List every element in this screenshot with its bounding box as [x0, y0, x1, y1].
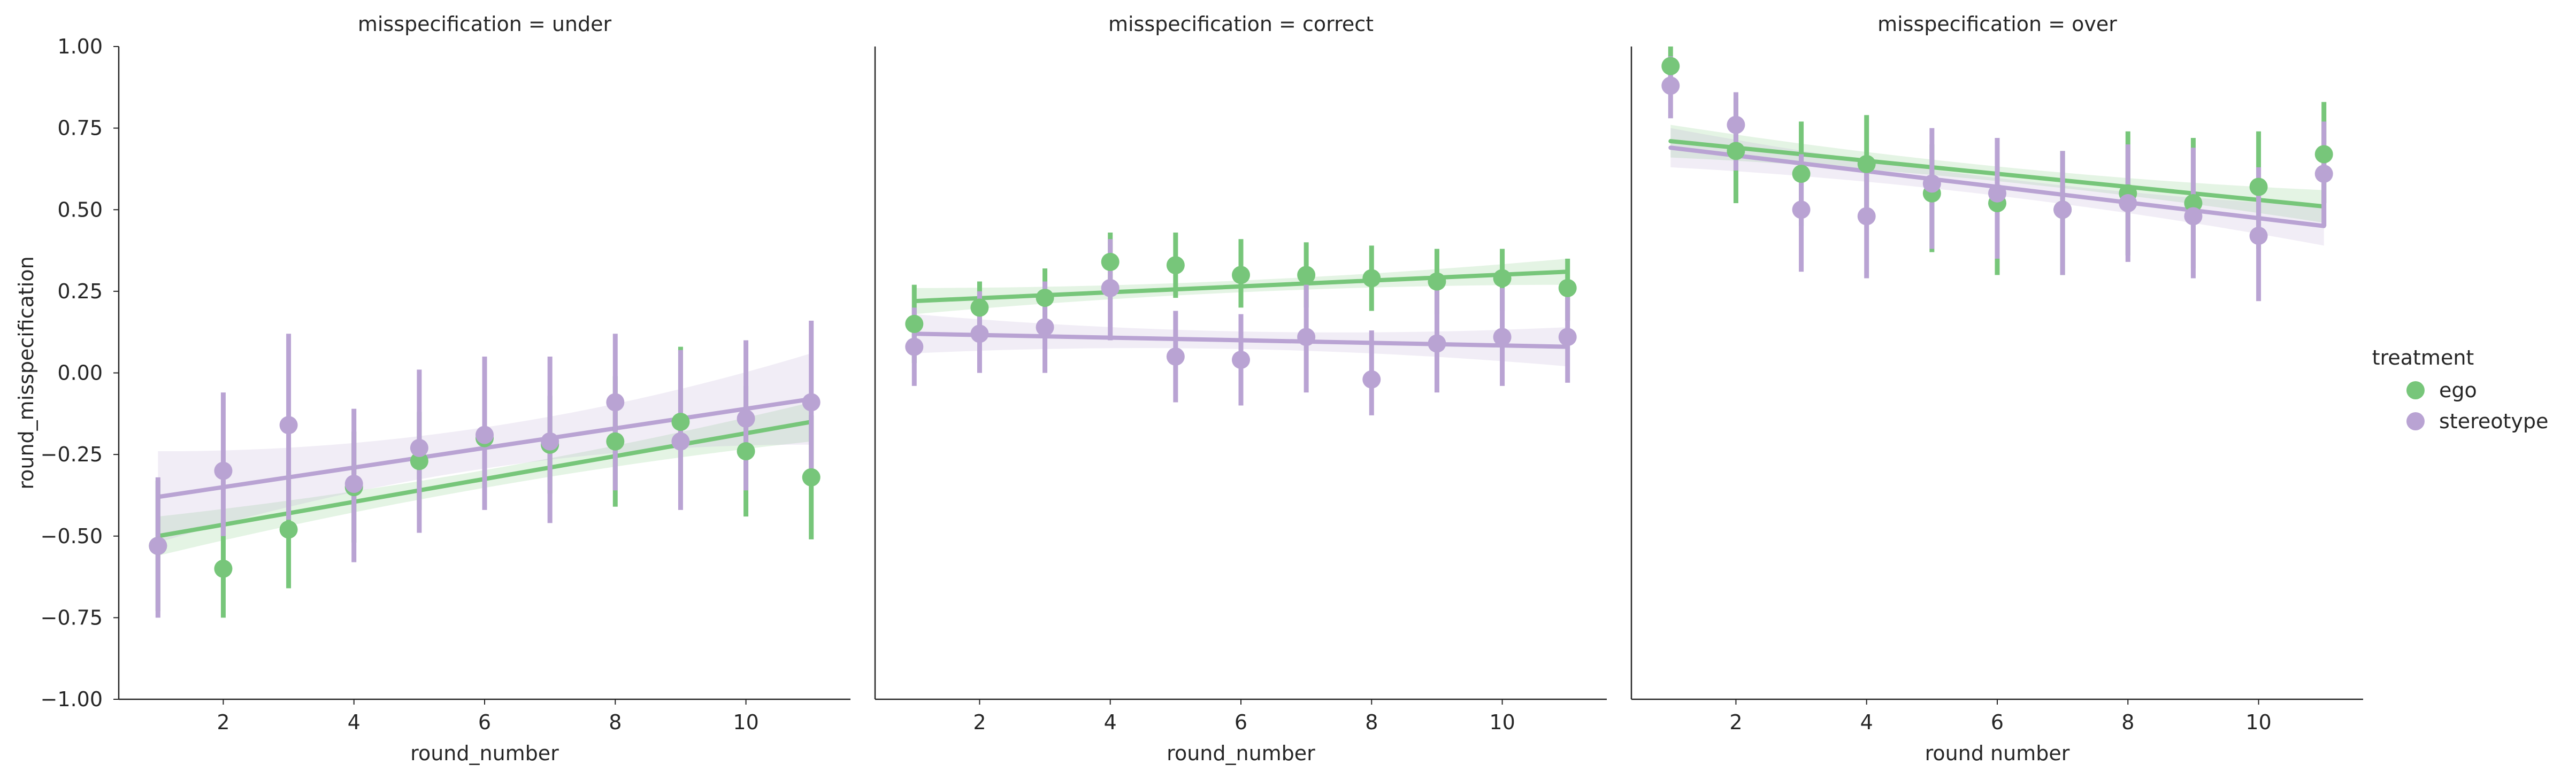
data-point-stereotype — [2119, 194, 2137, 213]
x-tick-label: 6 — [478, 711, 491, 734]
y-axis-label: round_misspecification — [14, 256, 38, 489]
panel-title: misspecification = over — [1877, 12, 2117, 36]
legend-title: treatment — [2372, 346, 2474, 369]
data-point-ego — [1857, 155, 1876, 173]
legend-label: stereotype — [2439, 410, 2548, 433]
data-point-ego — [1101, 252, 1120, 271]
data-point-stereotype — [2249, 227, 2268, 245]
facet-panel-1: misspecification = correct 2 4 6 8 10 round_nu… — [874, 12, 1607, 765]
data-point-ego — [1493, 269, 1512, 288]
x-axis-label: round_number — [1167, 742, 1315, 765]
x-tick-label: 8 — [609, 711, 622, 734]
data-point-stereotype — [606, 393, 625, 412]
data-point-ego — [1036, 289, 1054, 307]
data-point-ego — [2314, 145, 2333, 164]
legend-marker-ego — [2406, 381, 2425, 399]
data-point-ego — [1558, 279, 1577, 297]
data-point-stereotype — [279, 416, 298, 435]
data-point-stereotype — [1036, 318, 1054, 337]
data-point-stereotype — [214, 461, 233, 480]
data-point-stereotype — [1988, 184, 2006, 203]
data-point-ego — [905, 314, 924, 333]
data-point-stereotype — [970, 325, 989, 343]
data-point-ego — [1297, 266, 1316, 284]
data-point-stereotype — [905, 337, 924, 356]
y-tick-label: 0.75 — [57, 117, 103, 140]
data-point-stereotype — [541, 432, 559, 451]
data-point-stereotype — [1232, 351, 1250, 369]
x-tick-label: 2 — [973, 711, 986, 734]
data-point-stereotype — [1661, 76, 1680, 95]
data-point-stereotype — [1792, 200, 1811, 219]
x-tick-label: 8 — [1365, 711, 1378, 734]
x-tick-label: 10 — [733, 711, 758, 734]
data-point-stereotype — [737, 409, 755, 428]
data-point-stereotype — [1558, 328, 1577, 346]
data-point-stereotype — [1428, 334, 1446, 353]
data-point-stereotype — [1297, 328, 1316, 346]
data-point-stereotype — [671, 432, 690, 451]
y-tick-label: 0.25 — [57, 280, 103, 303]
data-point-stereotype — [149, 537, 167, 555]
data-point-stereotype — [476, 426, 494, 444]
y-tick-label: 0.00 — [57, 361, 103, 385]
legend: treatment ego stereotype — [2372, 346, 2549, 433]
panel-title: misspecification = under — [358, 12, 612, 36]
x-axis-label: round_number — [410, 742, 559, 765]
data-point-stereotype — [2314, 165, 2333, 183]
x-tick-label: 6 — [1991, 711, 2004, 734]
data-point-stereotype — [344, 475, 363, 493]
data-point-ego — [2184, 194, 2203, 213]
data-point-ego — [606, 432, 625, 451]
data-point-stereotype — [2053, 200, 2072, 219]
x-tick-label: 8 — [2121, 711, 2134, 734]
data-point-ego — [410, 452, 428, 470]
data-point-ego — [1362, 269, 1381, 288]
y-tick-label: −0.25 — [41, 443, 103, 466]
data-point-ego — [2249, 177, 2268, 196]
legend-label: ego — [2439, 379, 2477, 402]
data-point-ego — [802, 468, 821, 486]
data-point-ego — [1428, 272, 1446, 291]
y-tick-label: −0.75 — [41, 606, 103, 629]
y-tick-label: 0.50 — [57, 198, 103, 221]
data-point-ego — [737, 442, 755, 461]
data-point-stereotype — [1922, 174, 1941, 193]
data-point-ego — [214, 559, 233, 578]
facet-panel-0: misspecification = under 2 4 6 8 10 round_numb… — [14, 12, 850, 765]
data-point-ego — [1166, 256, 1185, 275]
x-tick-label: 6 — [1235, 711, 1247, 734]
x-tick-label: 4 — [348, 711, 361, 734]
data-point-stereotype — [1362, 370, 1381, 389]
panel-title: misspecification = correct — [1108, 12, 1374, 36]
data-point-stereotype — [1493, 328, 1512, 346]
data-point-stereotype — [2184, 207, 2203, 226]
y-tick-label: −1.00 — [41, 688, 103, 711]
data-point-stereotype — [802, 393, 821, 412]
data-point-stereotype — [410, 438, 428, 457]
x-axis-label: round number — [1925, 742, 2070, 765]
legend-marker-stereotype — [2406, 412, 2425, 430]
data-point-ego — [970, 298, 989, 317]
facet-panel-2: misspecification = over 2 4 6 8 10 round numbe… — [1630, 12, 2363, 765]
x-tick-label: 2 — [1729, 711, 1742, 734]
x-tick-label: 4 — [1104, 711, 1117, 734]
x-tick-label: 2 — [217, 711, 229, 734]
y-tick-label: 1.00 — [57, 35, 103, 58]
x-tick-label: 10 — [1489, 711, 1515, 734]
data-point-stereotype — [1727, 115, 1745, 134]
data-point-stereotype — [1101, 279, 1120, 297]
data-point-ego — [279, 520, 298, 539]
y-tick-label: −0.50 — [41, 524, 103, 548]
data-point-ego — [671, 413, 690, 431]
x-tick-label: 4 — [1860, 711, 1873, 734]
data-point-ego — [1792, 165, 1811, 183]
data-point-ego — [1727, 142, 1745, 160]
data-point-stereotype — [1857, 207, 1876, 226]
data-point-ego — [1232, 266, 1250, 284]
data-point-stereotype — [1166, 347, 1185, 366]
data-point-ego — [1661, 57, 1680, 75]
x-tick-label: 10 — [2245, 711, 2271, 734]
